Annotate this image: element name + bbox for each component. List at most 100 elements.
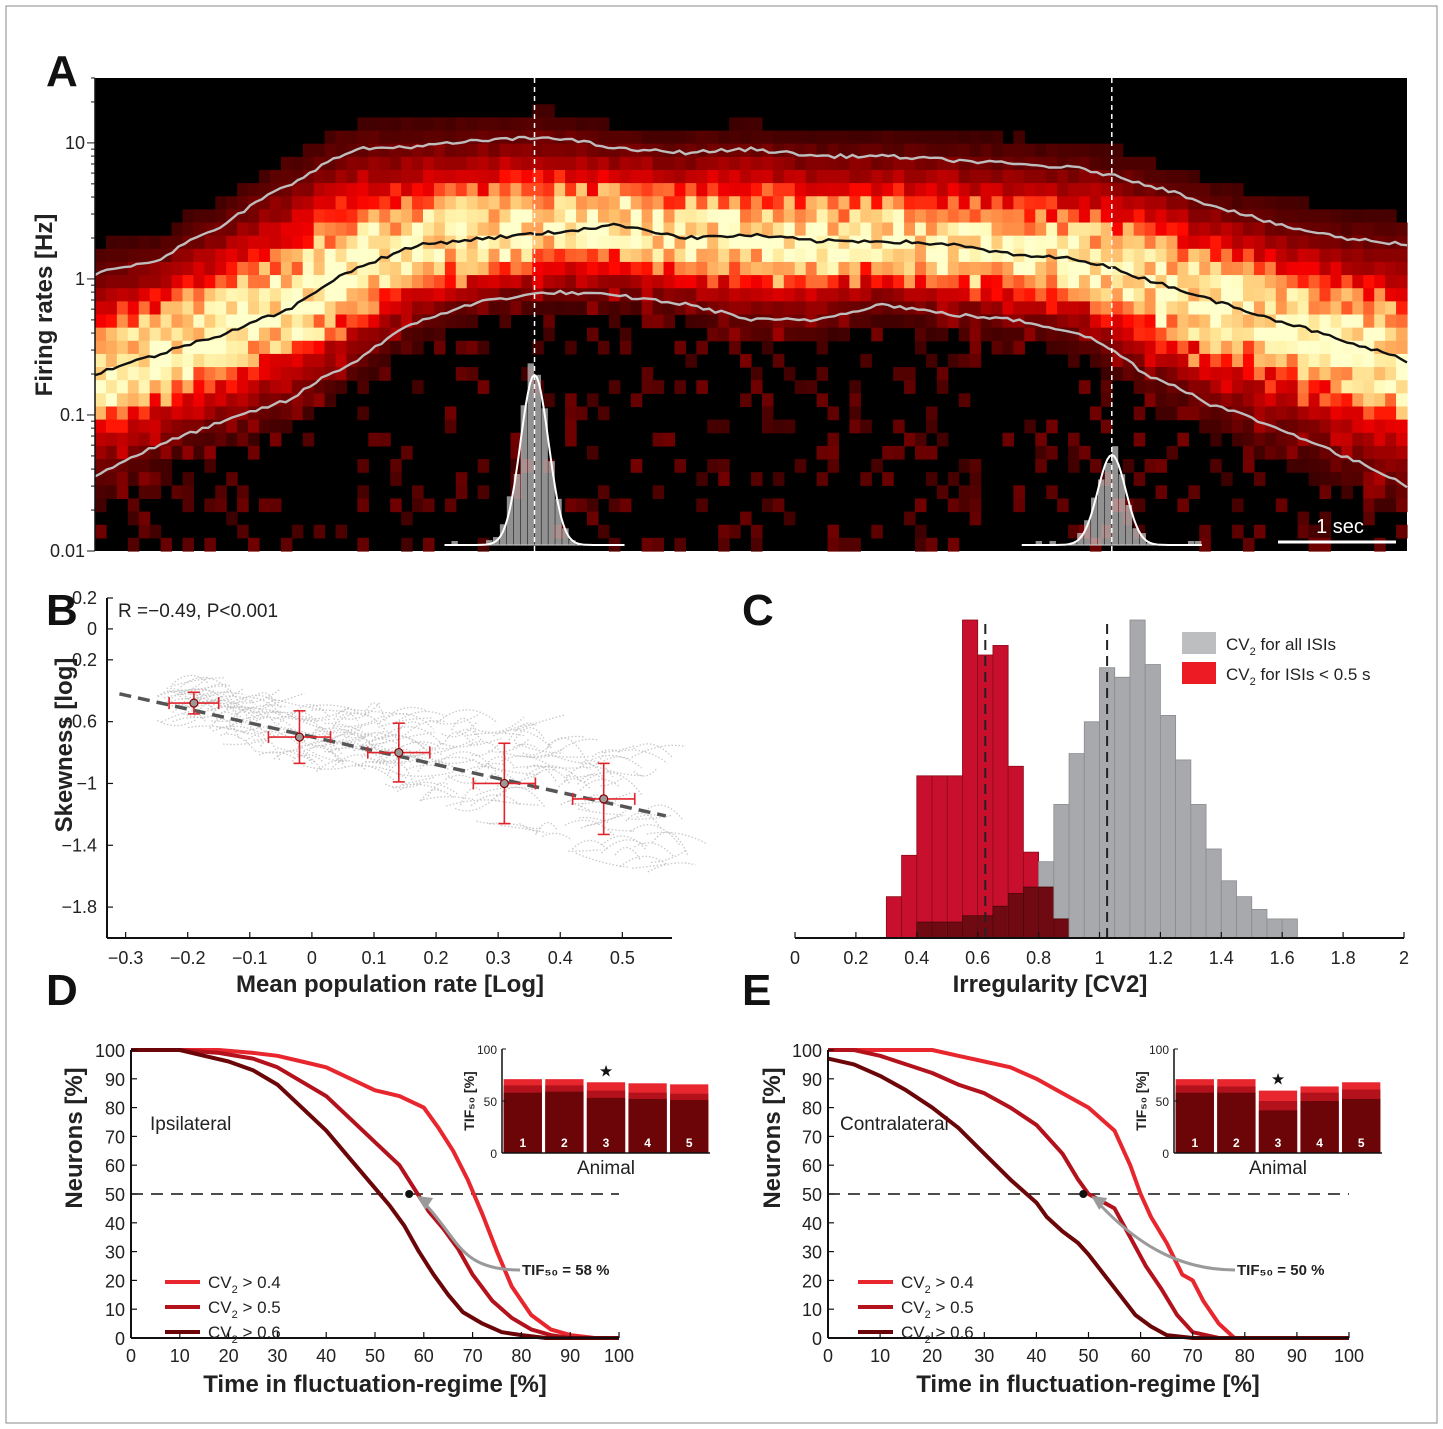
heatmap-cell: [597, 406, 610, 421]
heatmap-cell: [608, 209, 621, 224]
heatmap-cell: [1253, 301, 1266, 316]
heatmap-cell: [302, 235, 315, 250]
heatmap-cell: [608, 183, 621, 197]
heatmap-cell: [226, 301, 238, 316]
heatmap-cell: [1210, 261, 1222, 276]
heatmap-cell: [171, 314, 184, 329]
heatmap-cell: [915, 183, 927, 197]
heatmap-cell: [652, 169, 665, 184]
heatmap-cell: [499, 209, 512, 224]
heatmap-cell: [718, 288, 730, 302]
histogram-bar-all-isis: [1144, 664, 1161, 939]
heatmap-cell: [904, 196, 916, 210]
scatter-trace: [404, 720, 446, 736]
heatmap-cell: [182, 288, 194, 302]
panel-b-axes: −0.3 −0.2 −0.1 0 0.1 0.2 0.3 0.4 0.50.20−0.2−0.6…: [61, 588, 672, 968]
heatmap-cell: [925, 196, 938, 210]
heatmap-cell: [1155, 340, 1168, 355]
heatmap-cell: [827, 459, 840, 473]
heatmap-cell: [1199, 367, 1211, 381]
heatmap-cell: [576, 156, 588, 171]
heatmap-cell: [1144, 183, 1157, 197]
heatmap-cell: [1188, 209, 1200, 224]
heatmap-cell: [215, 406, 227, 421]
heatmap-cell: [1177, 301, 1189, 316]
histogram-bar-all-isis: [1053, 804, 1070, 939]
heatmap-cell: [423, 117, 435, 132]
heatmap-cell: [1341, 209, 1353, 224]
heatmap-cell: [827, 406, 840, 421]
heatmap-cell: [816, 209, 829, 224]
heatmap-cell: [269, 222, 282, 237]
heatmap-cell: [105, 275, 118, 289]
heatmap-cell: [1264, 301, 1277, 316]
heatmap-cell: [237, 485, 249, 500]
heatmap-cell: [171, 327, 184, 342]
heatmap-cell: [1057, 327, 1069, 342]
heatmap-cell: [1352, 459, 1364, 473]
scatter-trace: [277, 711, 319, 725]
heatmap-cell: [1396, 406, 1408, 421]
heatmap-cell: [346, 340, 358, 355]
heatmap-cell: [904, 432, 916, 447]
heatmap-cell: [433, 275, 446, 289]
xtick-label: 60: [1131, 1346, 1151, 1366]
heatmap-cell: [543, 248, 555, 263]
scatter-trace: [438, 737, 476, 750]
heatmap-cell: [904, 288, 916, 302]
heatmap-cell: [1199, 235, 1211, 250]
scatter-trace: [306, 740, 344, 756]
heatmap-cell: [1199, 537, 1211, 552]
heatmap-cell: [1210, 288, 1222, 302]
heatmap-cell: [335, 380, 348, 394]
heatmap-cell: [1396, 367, 1408, 381]
heatmap-cell: [401, 301, 413, 316]
heatmap-cell: [160, 459, 173, 473]
heatmap-cell: [1057, 314, 1069, 329]
heatmap-cell: [718, 275, 730, 289]
heatmap-cell: [783, 130, 796, 145]
heatmap-cell: [532, 104, 544, 119]
heatmap-cell: [707, 419, 719, 434]
heatmap-cell: [707, 222, 719, 237]
inset-bar: [545, 1091, 584, 1153]
heatmap-cell: [379, 261, 391, 276]
heatmap-cell: [576, 169, 588, 184]
heatmap-cell: [1363, 393, 1375, 408]
heatmap-cell: [444, 169, 457, 184]
heatmap-cell: [532, 288, 544, 302]
heatmap-cell: [138, 314, 151, 329]
heatmap-cell: [1035, 209, 1047, 224]
heatmap-cell: [619, 301, 632, 316]
heatmap-cell: [1297, 209, 1310, 224]
heatmap-cell: [423, 301, 435, 316]
heatmap-cell: [138, 472, 151, 486]
heatmap-cell: [1199, 314, 1211, 329]
panel-b-ytick-label: −0.2: [61, 650, 97, 670]
heatmap-cell: [674, 537, 686, 552]
heatmap-cell: [1177, 380, 1189, 394]
heatmap-cell: [1221, 353, 1233, 368]
tif-arrow: [424, 1202, 521, 1272]
heatmap-cell: [466, 209, 479, 224]
heatmap-cell: [477, 169, 490, 184]
heatmap-cell: [237, 367, 249, 381]
heatmap-cell: [248, 261, 260, 276]
heatmap-cell: [915, 275, 927, 289]
scatter-trace: [476, 820, 497, 825]
heatmap-cell: [433, 248, 446, 263]
scatter-trace: [156, 718, 198, 727]
heatmap-cell: [510, 275, 522, 289]
heatmap-cell: [991, 169, 1004, 184]
heatmap-cell: [576, 183, 588, 197]
heatmap-cell: [565, 156, 577, 171]
heatmap-cell: [521, 196, 533, 210]
heatmap-cell: [259, 209, 271, 224]
heatmap-cell: [390, 327, 402, 342]
heatmap-cell: [587, 445, 599, 460]
panel-c-legend: CV2 for all ISIs CV2 for ISIs < 0.5 s: [1182, 632, 1371, 688]
heatmap-cell: [237, 248, 249, 263]
histogram-bar-all-isis: [1205, 848, 1222, 939]
heatmap-cell: [1243, 432, 1255, 447]
heatmap-cell: [346, 130, 358, 145]
